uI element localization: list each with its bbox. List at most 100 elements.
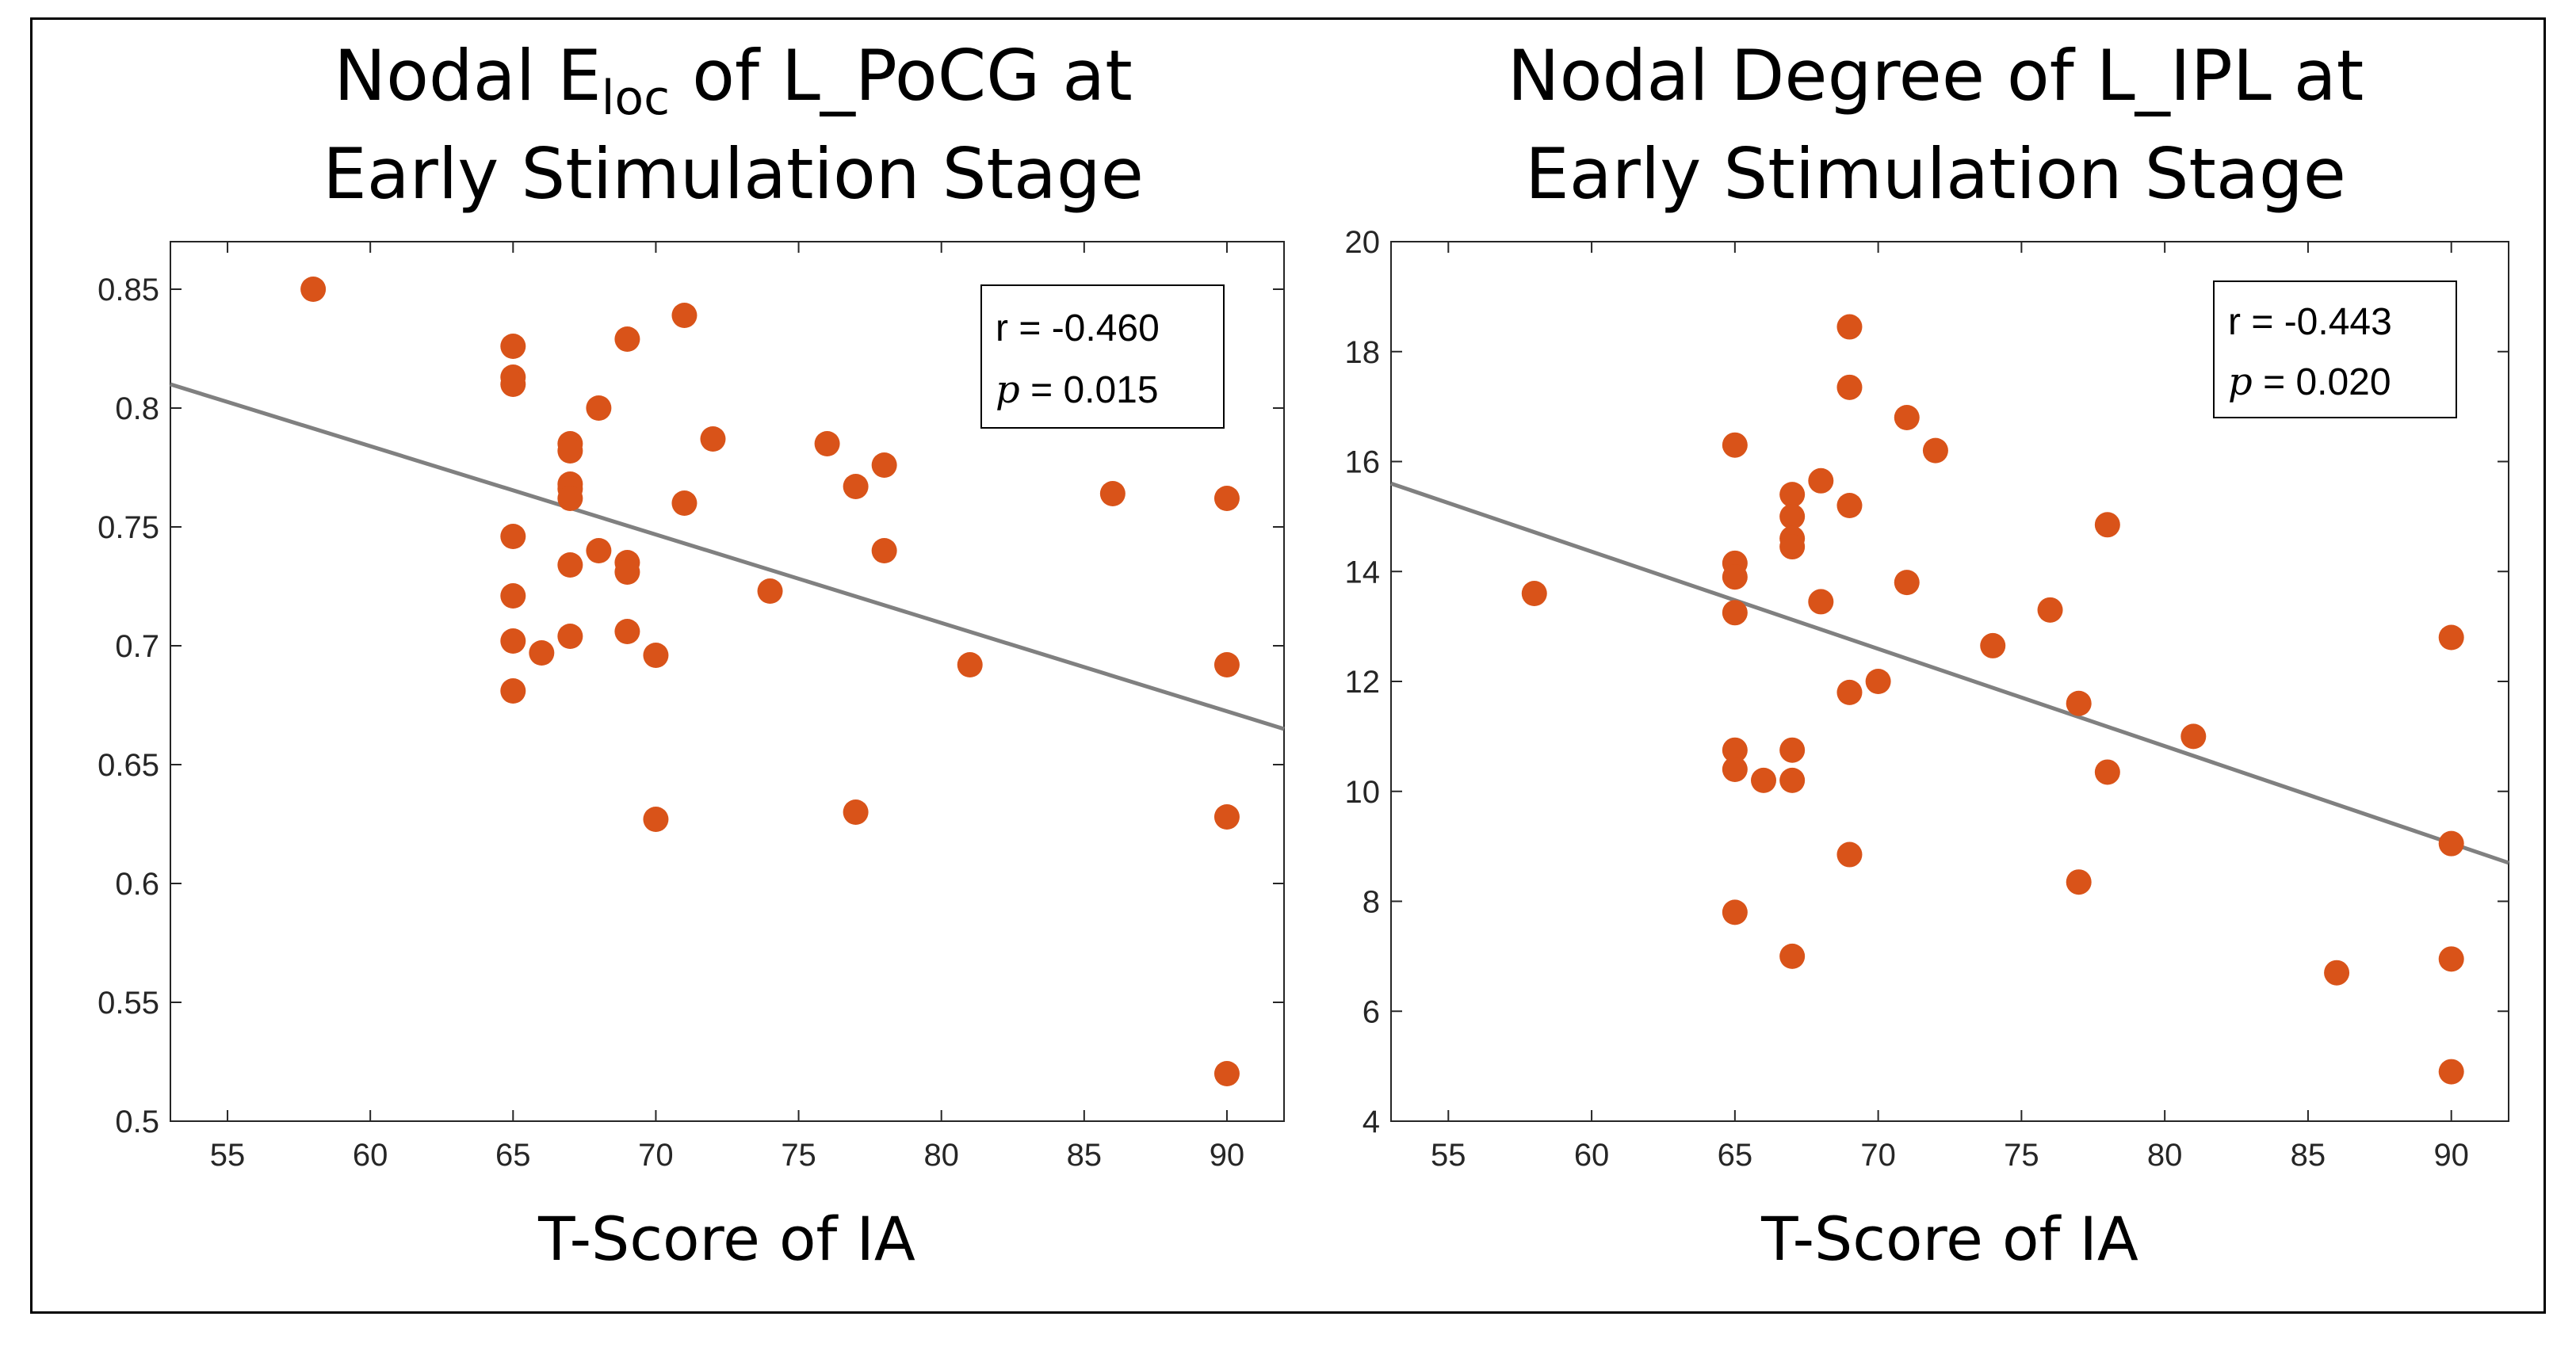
left-chart-data-point — [529, 640, 555, 666]
right-chart-data-point — [1722, 737, 1748, 763]
left-chart-ticks: 55 60 65 70 75 80 85 90 0.5 0.55 0.6 0.65 0.7 0.75 0.8… — [97, 242, 1284, 1173]
left-chart-data-point — [614, 619, 640, 644]
right-chart: Nodal Degree of L_IPL at Early Stimulati… — [1345, 35, 2509, 1274]
left-chart-data-point — [557, 486, 583, 511]
left-chart-x-axis-label: T-Score of IA — [537, 1204, 915, 1274]
right-chart-data-point — [1894, 405, 1920, 430]
right-chart-data-point — [1836, 314, 1863, 340]
right-chart-data-point — [1836, 679, 1863, 705]
left-chart-p-value: p = 0.015 — [996, 368, 1159, 412]
left-chart-title-line2: Early Stimulation Stage — [323, 133, 1144, 215]
left-chart-data-point — [300, 277, 327, 302]
right-chart-data-point — [2066, 690, 2092, 716]
right-chart-x-tick-label: 70 — [1860, 1138, 1896, 1173]
left-chart-data-point — [614, 559, 640, 585]
left-chart-points — [300, 277, 1240, 1086]
right-chart-data-point — [2037, 597, 2063, 623]
right-chart-y-tick-label: 4 — [1363, 1105, 1380, 1139]
right-chart-p-value: p = 0.020 — [2228, 360, 2391, 404]
right-chart-y-tick-label: 8 — [1363, 885, 1380, 920]
right-chart-y-tick-label: 16 — [1345, 445, 1381, 480]
right-chart-data-point — [2094, 759, 2120, 785]
left-chart-data-point — [700, 426, 726, 452]
left-chart-data-point — [586, 395, 612, 421]
right-chart-stats-frame — [2213, 280, 2457, 418]
right-chart-x-tick-label: 90 — [2433, 1138, 2469, 1173]
right-chart-ticks: 55 60 65 70 75 80 85 90 4 6 8 10 12 14 16 18 20 — [1345, 225, 2509, 1173]
right-chart-data-point — [2438, 946, 2464, 972]
right-chart-title-line2: Early Stimulation Stage — [1525, 133, 2346, 215]
left-chart-data-point — [843, 799, 869, 825]
right-chart-data-point — [2066, 869, 2092, 895]
right-chart-data-point — [1779, 534, 1806, 560]
right-chart-x-tick-label: 80 — [2147, 1138, 2183, 1173]
left-chart-title-line1: Nodal Eloc of L_PoCG at — [334, 35, 1132, 126]
left-chart-data-point — [843, 474, 869, 499]
right-chart-x-tick-label: 85 — [2291, 1138, 2326, 1173]
right-chart-data-point — [1779, 737, 1806, 763]
left-chart-data-point — [871, 538, 897, 563]
right-chart-data-point — [2180, 723, 2207, 750]
left-chart-x-tick-label: 75 — [781, 1138, 816, 1173]
right-chart-data-point — [1722, 600, 1748, 626]
left-chart-data-point — [1213, 652, 1240, 677]
left-chart-data-point — [814, 431, 840, 456]
left-chart-data-point — [557, 552, 583, 578]
left-chart-x-tick-label: 60 — [353, 1138, 388, 1173]
right-chart-data-point — [1922, 437, 1948, 464]
right-chart-data-point — [2438, 1059, 2464, 1085]
right-chart-data-point — [1808, 467, 1834, 494]
right-chart-data-point — [1980, 632, 2006, 658]
left-chart-data-point — [1213, 486, 1240, 511]
left-chart-data-point — [643, 643, 669, 668]
right-chart-y-tick-label: 14 — [1345, 555, 1381, 590]
left-chart-y-tick-label: 0.8 — [115, 391, 159, 426]
left-chart-y-tick-label: 0.65 — [97, 748, 159, 783]
right-chart-data-point — [1779, 943, 1806, 969]
right-chart-y-tick-label: 6 — [1363, 994, 1380, 1029]
left-chart-x-tick-label: 80 — [923, 1138, 959, 1173]
left-chart-data-point — [500, 678, 526, 704]
left-chart-data-point — [643, 807, 669, 832]
left-chart-data-point — [500, 334, 526, 359]
right-chart-r-value: r = -0.443 — [2228, 301, 2392, 343]
left-chart-y-tick-label: 0.85 — [97, 273, 159, 307]
left-chart: Nodal Eloc of L_PoCG at Early Stimulatio… — [97, 35, 1285, 1274]
right-chart-data-point — [1779, 767, 1806, 793]
right-chart-data-point — [1751, 767, 1776, 793]
left-chart-y-tick-label: 0.6 — [115, 867, 159, 902]
right-chart-data-point — [1722, 432, 1748, 458]
right-chart-data-point — [1836, 374, 1863, 400]
left-chart-y-tick-label: 0.75 — [97, 510, 159, 545]
left-chart-data-point — [614, 326, 640, 352]
left-chart-data-point — [871, 452, 897, 478]
left-chart-data-point — [957, 652, 983, 677]
right-chart-data-point — [1836, 493, 1863, 518]
left-chart-data-point — [1213, 804, 1240, 830]
left-chart-r-value: r = -0.460 — [996, 307, 1160, 349]
left-chart-x-tick-label: 90 — [1210, 1138, 1245, 1173]
right-chart-y-tick-label: 20 — [1345, 225, 1381, 260]
left-chart-y-tick-label: 0.55 — [97, 986, 159, 1021]
left-chart-data-point — [557, 438, 583, 464]
right-chart-data-point — [2438, 624, 2464, 651]
left-chart-x-tick-label: 85 — [1067, 1138, 1103, 1173]
left-chart-data-point — [500, 524, 526, 549]
right-chart-data-point — [1779, 503, 1806, 529]
right-chart-data-point — [1894, 570, 1920, 596]
right-chart-x-tick-label: 55 — [1431, 1138, 1466, 1173]
left-chart-data-point — [500, 583, 526, 609]
right-chart-y-tick-label: 18 — [1345, 335, 1381, 370]
right-chart-data-point — [1779, 482, 1806, 508]
left-chart-data-point — [500, 628, 526, 654]
right-chart-data-point — [1722, 899, 1748, 925]
right-chart-x-tick-label: 75 — [2004, 1138, 2039, 1173]
right-chart-x-tick-label: 65 — [1718, 1138, 1753, 1173]
right-chart-points — [1521, 314, 2464, 1085]
left-chart-stats-frame — [980, 284, 1225, 429]
left-chart-data-point — [557, 624, 583, 649]
left-chart-data-point — [500, 372, 526, 397]
right-chart-data-point — [2438, 830, 2464, 857]
right-chart-data-point — [1808, 589, 1834, 615]
